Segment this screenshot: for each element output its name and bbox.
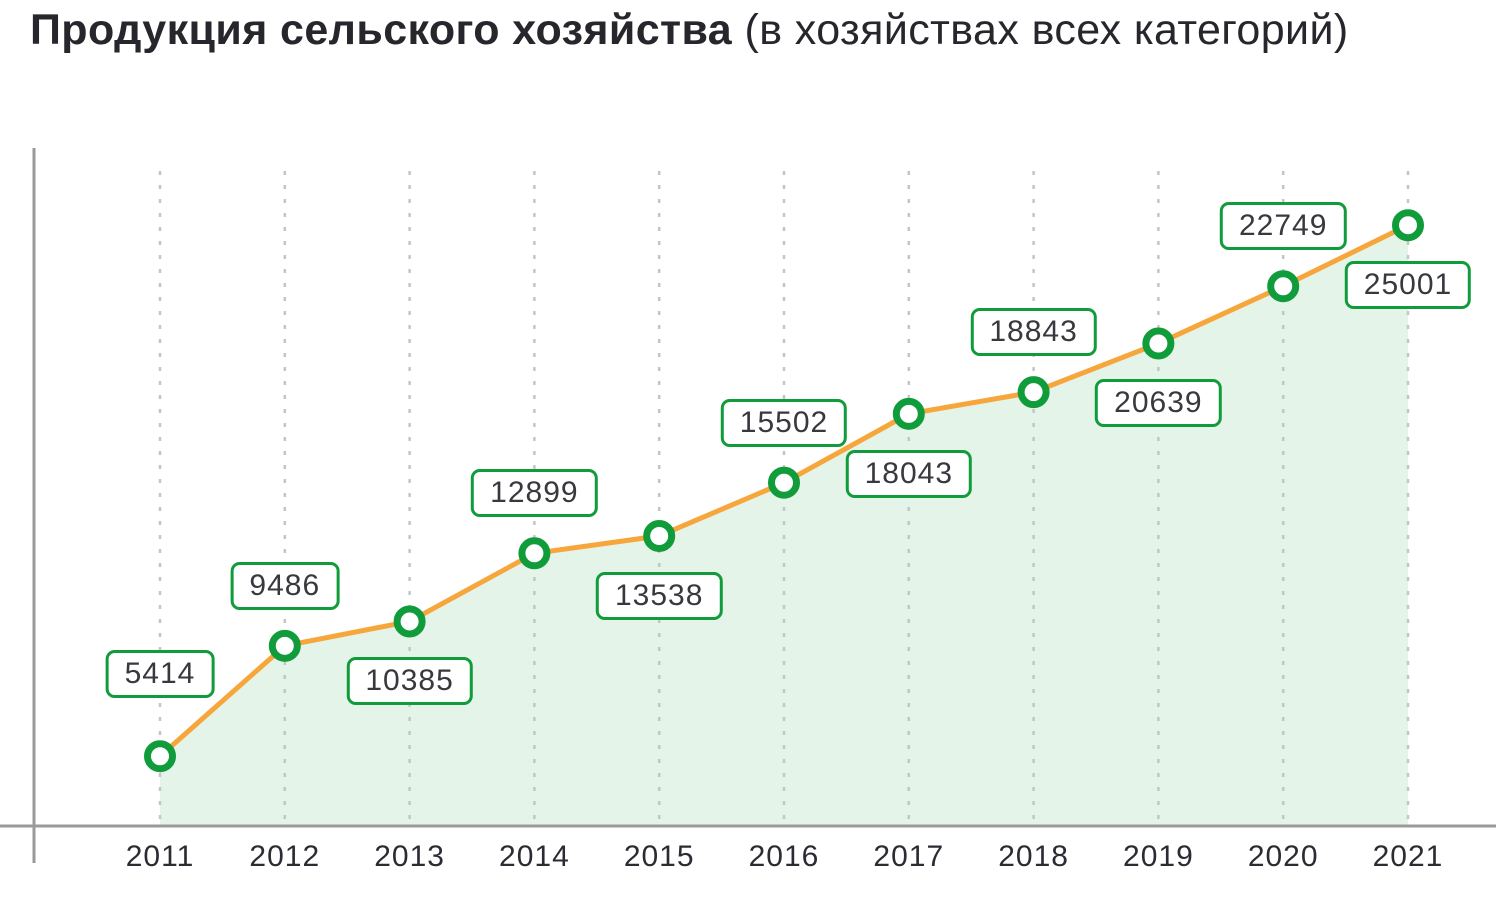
data-point-2016 — [768, 466, 800, 499]
x-tick-label-2013: 2013 — [374, 840, 445, 873]
x-tick-label-2014: 2014 — [499, 840, 570, 873]
x-tick-label-2017: 2017 — [873, 840, 945, 873]
data-label-2018: 18843 — [970, 308, 1097, 357]
chart-title: Продукция сельского хозяйства (в хозяйст… — [30, 2, 1349, 58]
data-label-2012: 9486 — [230, 561, 340, 610]
chart-title-subtitle: (в хозяйствах всех категорий) — [744, 6, 1349, 54]
data-point-2017 — [892, 397, 925, 430]
data-label-2014: 12899 — [471, 469, 598, 518]
x-tick-label-2019: 2019 — [1123, 840, 1194, 873]
x-tick-label-2011: 2011 — [125, 840, 195, 873]
data-point-2015 — [643, 519, 676, 552]
x-tick-label-2018: 2018 — [998, 840, 1069, 873]
x-tick-label-2015: 2015 — [623, 840, 695, 873]
data-label-2011: 5414 — [105, 650, 215, 699]
data-point-2012 — [268, 629, 301, 662]
data-point-2011 — [144, 740, 176, 773]
chart-title-main: Продукция сельского хозяйства — [30, 6, 733, 54]
data-label-2016: 15502 — [720, 398, 848, 447]
data-label-2021: 25001 — [1344, 261, 1472, 310]
data-label-2013: 10385 — [346, 657, 473, 706]
x-tick-label-2021: 2021 — [1372, 840, 1444, 873]
data-label-2020: 22749 — [1219, 202, 1347, 251]
data-point-2013 — [393, 605, 426, 638]
data-point-2019 — [1142, 327, 1175, 360]
x-tick-label-2012: 2012 — [249, 840, 321, 873]
data-label-2019: 20639 — [1095, 379, 1222, 428]
x-tick-label-2020: 2020 — [1247, 840, 1319, 873]
data-point-2018 — [1017, 376, 1050, 409]
data-label-2017: 18043 — [845, 449, 973, 498]
x-tick-label-2016: 2016 — [748, 840, 820, 873]
data-point-2020 — [1267, 270, 1300, 303]
data-point-2021 — [1392, 209, 1424, 242]
data-label-2015: 13538 — [595, 571, 723, 620]
data-point-2014 — [518, 537, 551, 570]
